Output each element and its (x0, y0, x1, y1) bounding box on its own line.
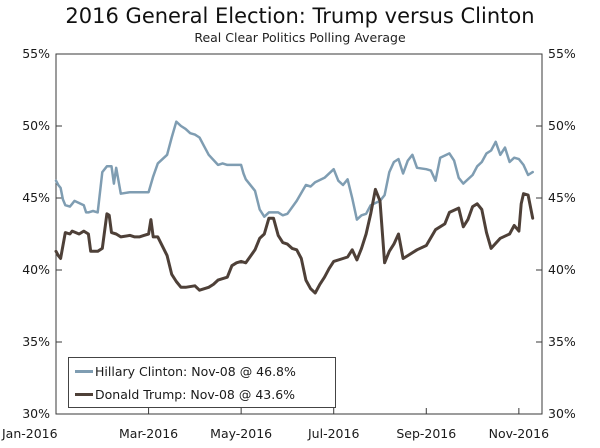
y-tick-label-right: 50% (548, 118, 576, 133)
legend-label-trump: Donald Trump: Nov-08 @ 43.6% (95, 386, 296, 402)
x-tick-label: Jan-2016 (1, 426, 58, 441)
legend-item-clinton: Hillary Clinton: Nov-08 @ 46.8% (75, 362, 296, 380)
y-tick-label-right: 55% (548, 46, 576, 61)
y-tick-label-left: 50% (22, 118, 50, 133)
y-tick-label-left: 40% (22, 262, 50, 277)
y-tick-label-left: 45% (22, 190, 50, 205)
legend-swatch-trump (75, 392, 93, 396)
series-line-donald-trump (54, 187, 535, 295)
y-tick-label-right: 35% (548, 334, 576, 349)
chart-title: 2016 General Election: Trump versus Clin… (65, 4, 535, 28)
x-tick-label: Mar-2016 (119, 426, 178, 441)
x-tick-label: Jul-2016 (307, 426, 359, 441)
series-line-hillary-clinton (54, 120, 534, 221)
y-tick-label-right: 45% (548, 190, 576, 205)
y-tick-label-right: 30% (548, 406, 576, 421)
chart-subtitle: Real Clear Politics Polling Average (194, 30, 406, 45)
legend-swatch-clinton (75, 369, 93, 373)
y-tick-label-left: 55% (22, 46, 50, 61)
legend-item-trump: Donald Trump: Nov-08 @ 43.6% (75, 385, 295, 403)
x-tick-label: Sep-2016 (396, 426, 456, 441)
y-tick-label-left: 35% (22, 334, 50, 349)
x-tick-label: Nov-2016 (489, 426, 549, 441)
y-tick-label-right: 40% (548, 262, 576, 277)
x-tick-label: May-2016 (210, 426, 272, 441)
legend: Hillary Clinton: Nov-08 @ 46.8% Donald T… (68, 357, 336, 408)
y-tick-label-left: 30% (22, 406, 50, 421)
legend-label-clinton: Hillary Clinton: Nov-08 @ 46.8% (95, 363, 296, 379)
plot-area-frame (55, 53, 543, 415)
